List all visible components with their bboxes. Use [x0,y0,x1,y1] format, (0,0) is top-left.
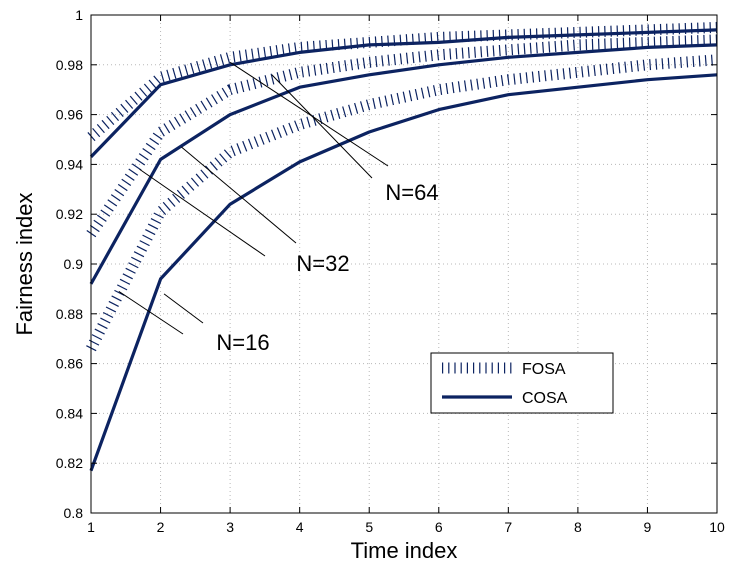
annotation-leader [118,290,184,335]
y-tick-label: 0.82 [56,455,83,471]
x-tick-label: 2 [157,519,165,535]
x-tick-label: 3 [226,519,234,535]
y-tick-label: 0.96 [56,107,83,123]
y-tick-label: 0.98 [56,57,83,73]
annotation-leader [163,293,204,324]
annotation-label: N=64 [385,180,438,205]
x-axis-label: Time index [351,538,458,563]
series-line-n64-cosa [89,28,718,159]
x-tick-label: 9 [644,519,652,535]
y-tick-label: 0.84 [56,405,83,421]
x-tick-label: 1 [87,519,95,535]
y-tick-label: 0.88 [56,306,83,322]
legend-label-cosa: COSA [522,390,568,407]
y-tick-label: 0.94 [56,156,83,172]
series-line-n32-cosa [89,43,718,285]
x-tick-label: 6 [435,519,443,535]
series-line-n16-cosa [89,73,718,472]
series-line-n16-fosa [86,54,718,352]
x-tick-label: 5 [365,519,373,535]
annotation-leader [181,146,297,244]
y-tick-label: 0.9 [64,256,84,272]
annotation-leader [139,168,266,257]
legend-label-fosa: FOSA [522,361,566,378]
annotation-label: N=16 [216,330,269,355]
grid [91,15,717,513]
annotations: N=64 N=32 N=16 [118,61,439,355]
y-tick-label: 0.92 [56,206,83,222]
series-lines [86,21,718,472]
annotation-leader [271,74,373,179]
y-axis-label: Fairness index [12,192,37,335]
x-tick-label: 8 [574,519,582,535]
annotation-leader [229,61,389,167]
y-tick-label: 0.8 [64,505,84,521]
y-tick-label: 0.86 [56,356,83,372]
x-tick-label: 10 [709,519,725,535]
axis-ticks: 1 2 3 4 5 6 7 8 9 10 0.8 0.82 0.84 0.86 0.88 0.9 0.92 0.9… [56,7,725,535]
x-tick-label: 4 [296,519,304,535]
y-tick-label: 1 [75,7,83,23]
x-tick-label: 7 [504,519,512,535]
annotation-label: N=32 [296,251,349,276]
legend: FOSA COSA [430,352,614,414]
